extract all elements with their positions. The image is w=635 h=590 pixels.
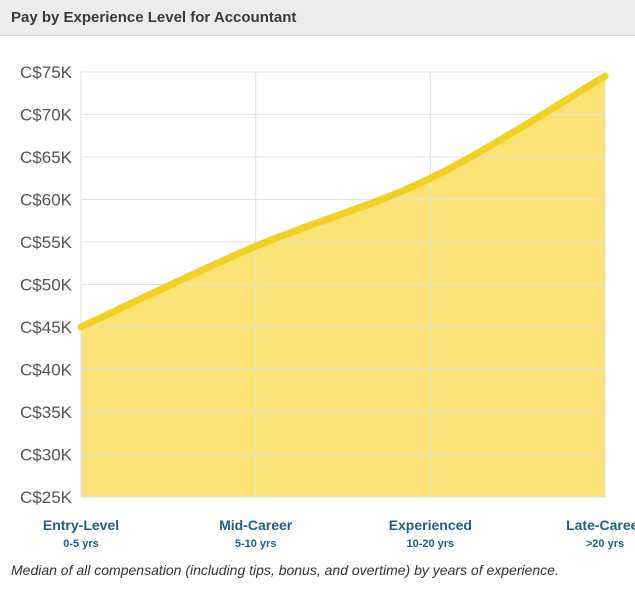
y-tick-label: C$40K — [20, 361, 73, 380]
y-tick-label: C$75K — [20, 63, 73, 82]
area-fill — [81, 76, 605, 497]
x-category-label: Late-Career — [566, 517, 635, 533]
x-category-label: Entry-Level — [43, 517, 119, 533]
x-category-label: Experienced — [389, 517, 472, 533]
y-tick-label: C$35K — [20, 403, 73, 422]
x-category-sublabel: 5-10 yrs — [235, 538, 277, 550]
y-tick-label: C$60K — [20, 191, 73, 210]
y-tick-label: C$70K — [20, 106, 73, 125]
x-category-sublabel: 10-20 yrs — [406, 538, 454, 550]
y-tick-label: C$25K — [20, 488, 73, 507]
y-tick-label: C$30K — [20, 446, 73, 465]
y-tick-label: C$50K — [20, 276, 73, 295]
chart-caption: Median of all compensation (including ti… — [11, 562, 559, 578]
x-category-sublabel: 0-5 yrs — [63, 538, 98, 550]
x-category-label: Mid-Career — [219, 517, 293, 533]
chart-header: Pay by Experience Level for Accountant — [0, 0, 635, 36]
y-tick-label: C$65K — [20, 148, 73, 167]
series-line — [77, 72, 609, 331]
chart-title: Pay by Experience Level for Accountant — [11, 9, 297, 26]
y-tick-label: C$45K — [20, 318, 73, 337]
x-category-sublabel: >20 yrs — [586, 538, 624, 550]
y-tick-label: C$55K — [20, 233, 73, 252]
pay-by-experience-chart: C$25K C$30K C$35K C$40K C$45K C$50K C$55K C$60K… — [20, 63, 635, 550]
